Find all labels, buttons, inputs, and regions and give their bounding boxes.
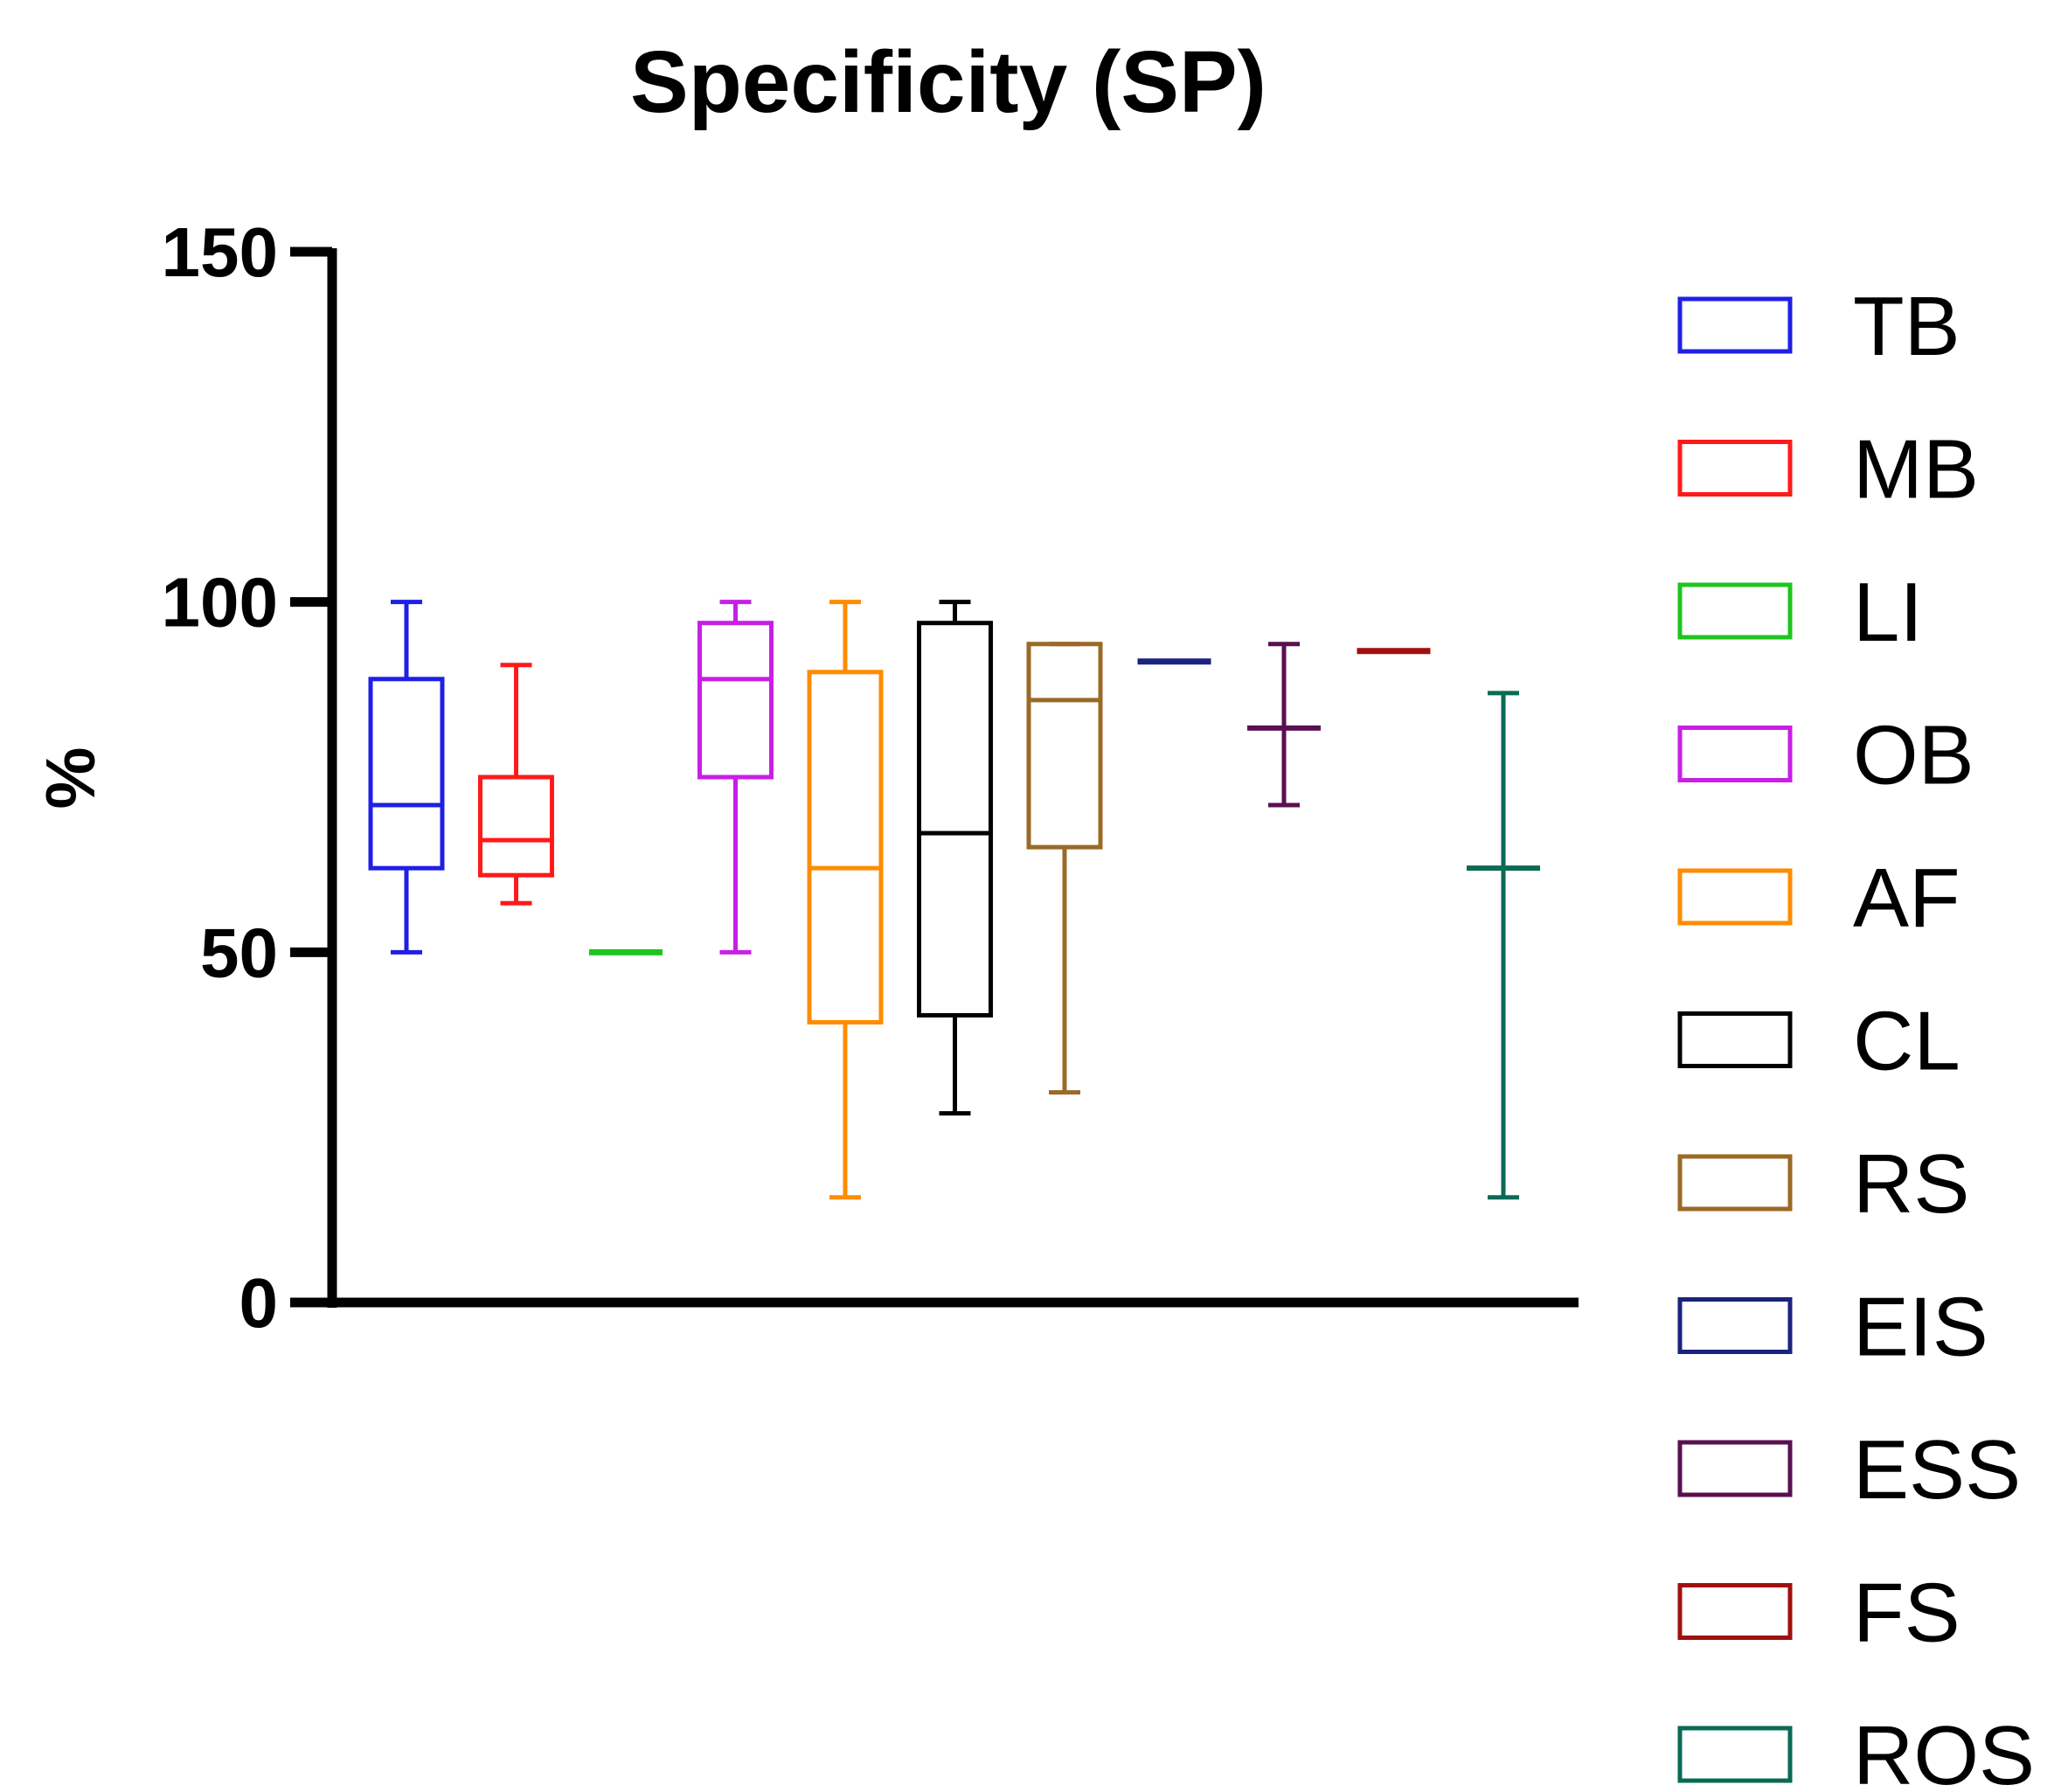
legend-item-li: LI [1677,566,1923,659]
legend-item-cl: CL [1677,995,1960,1088]
legend: TB MB LI OB AF CL RS EIS ESS FS ROS [1677,280,2035,1792]
legend-label: AF [1853,851,1960,945]
box-rs [1026,642,1103,1095]
box-mb [478,663,554,906]
legend-swatch [1677,868,1793,926]
legend-label: LI [1853,566,1923,659]
axes: 0 50 100 150 [162,213,1579,1342]
y-tick-label: 100 [162,564,278,642]
box-ros [1467,691,1540,1200]
iqr-box [697,621,774,780]
legend-swatch [1677,1297,1793,1354]
legend-item-mb: MB [1677,423,1979,517]
legend-label: ROS [1853,1709,2035,1792]
legend-label: TB [1853,280,1960,373]
box-af [807,600,884,1200]
y-axis-label: % [31,747,109,809]
y-tick-label: 50 [200,913,278,991]
legend-label: EIS [1853,1281,1988,1374]
legend-label: OB [1853,709,1974,802]
legend-swatch [1677,726,1793,782]
legend-swatch [1677,1011,1793,1068]
legend-item-rs: RS [1677,1137,1969,1231]
legend-item-eis: EIS [1677,1281,1988,1374]
iqr-box [478,774,554,878]
legend-label: MB [1853,423,1979,517]
iqr-box [807,670,884,1024]
legend-item-ob: OB [1677,709,1974,802]
legend-swatch [1677,296,1793,354]
legend-item-ros: ROS [1677,1709,2035,1792]
legend-swatch [1677,440,1793,497]
legend-item-tb: TB [1677,280,1960,373]
legend-swatch [1677,1726,1793,1783]
box-plots [368,600,1540,1200]
y-tick-label: 150 [162,213,278,291]
legend-swatch [1677,1154,1793,1212]
legend-item-ess: ESS [1677,1423,2021,1517]
legend-swatch [1677,582,1793,640]
legend-label: CL [1853,995,1960,1088]
legend-item-fs: FS [1677,1566,1960,1660]
legend-label: RS [1853,1137,1969,1231]
iqr-box [1026,642,1103,850]
box-ess [1247,642,1321,808]
y-tick-label: 0 [239,1264,279,1342]
iqr-box [917,621,993,1018]
chart-title: Specificity (SP) [630,33,1266,131]
box-cl [917,600,993,1116]
box-tb [368,600,445,955]
legend-swatch [1677,1583,1793,1640]
legend-item-af: AF [1677,851,1960,945]
box-ob [697,600,774,955]
iqr-box [368,677,445,871]
legend-label: FS [1853,1566,1960,1660]
legend-swatch [1677,1440,1793,1497]
legend-label: ESS [1853,1423,2021,1517]
